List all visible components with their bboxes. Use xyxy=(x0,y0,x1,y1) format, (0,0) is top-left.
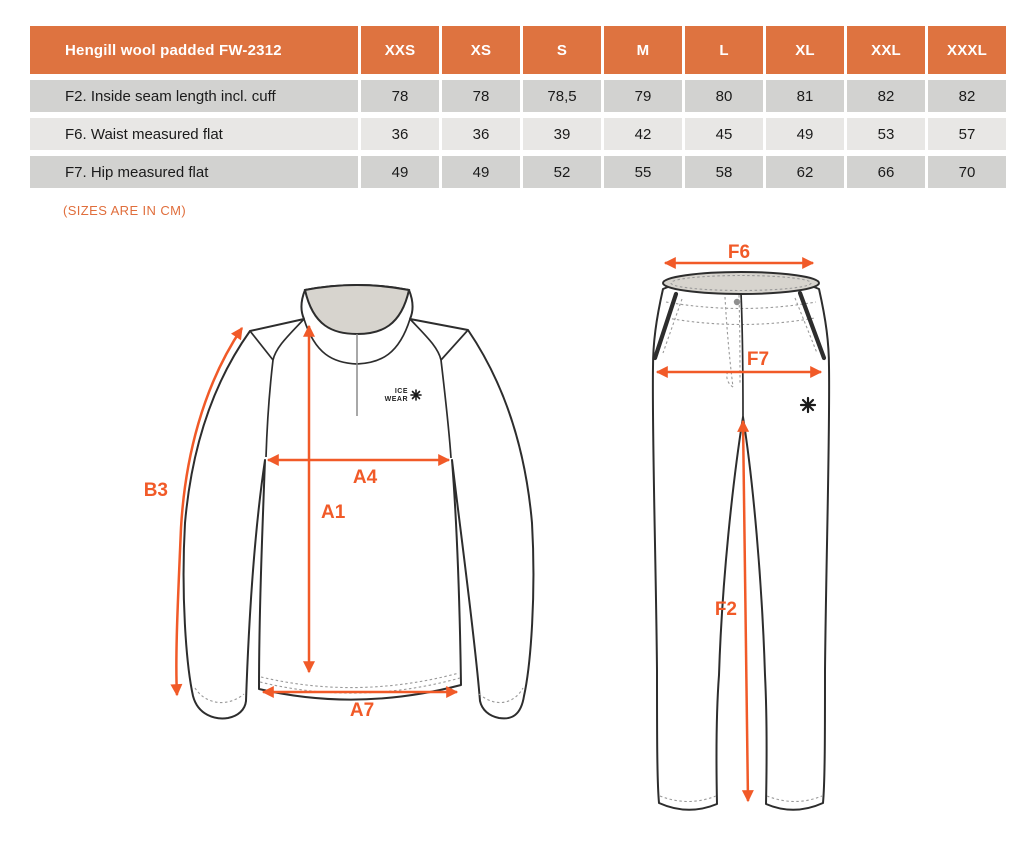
size-column-header: S xyxy=(523,26,601,74)
size-column-header: L xyxy=(685,26,763,74)
logo-text-line2: WEAR xyxy=(385,396,408,403)
size-table: Hengill wool padded FW-2312 XXS XS S M L… xyxy=(30,26,1006,188)
measurement-value: 80 xyxy=(685,80,763,112)
snowflake-icon xyxy=(799,396,817,414)
sweater-outline xyxy=(182,284,535,720)
measurement-label-a4: A4 xyxy=(353,467,378,488)
waist-opening-stitch xyxy=(670,274,812,292)
measurement-value: 79 xyxy=(604,80,682,112)
measurement-value: 66 xyxy=(847,156,925,188)
stitch-lines xyxy=(194,672,524,704)
logo-text-line1: ICE xyxy=(395,388,408,395)
measurement-value: 82 xyxy=(847,80,925,112)
measurement-value: 45 xyxy=(685,118,763,150)
size-column-header: XL xyxy=(766,26,844,74)
center-front-seam xyxy=(740,292,744,418)
measurement-value: 82 xyxy=(928,80,1006,112)
measurement-value: 78,5 xyxy=(523,80,601,112)
measurement-value: 57 xyxy=(928,118,1006,150)
measurement-label-f2: F2 xyxy=(715,599,737,620)
measurement-value: 55 xyxy=(604,156,682,188)
brand-logo: ICE WEAR xyxy=(385,388,422,403)
measurement-value: 36 xyxy=(442,118,520,150)
leg-hem-stitches xyxy=(659,795,823,803)
measurement-value: 81 xyxy=(766,80,844,112)
sizes-unit-note: (SIZES ARE IN CM) xyxy=(63,203,187,218)
measurement-value: 49 xyxy=(361,156,439,188)
raglan-seams xyxy=(249,318,469,459)
measurement-label-a7: A7 xyxy=(350,700,374,721)
measurement-value: 52 xyxy=(523,156,601,188)
measurement-value: 36 xyxy=(361,118,439,150)
collar-opening xyxy=(303,284,411,336)
size-column-header: M xyxy=(604,26,682,74)
size-column-header: XXS xyxy=(361,26,439,74)
measurement-value: 42 xyxy=(604,118,682,150)
product-title: Hengill wool padded FW-2312 xyxy=(30,26,358,74)
measurement-value: 49 xyxy=(442,156,520,188)
sweater-diagram: ICE WEAR B3 A4 A1 A7 xyxy=(144,284,535,721)
size-column-header: XS xyxy=(442,26,520,74)
measurement-label-a1: A1 xyxy=(321,502,346,523)
measurement-value: 78 xyxy=(361,80,439,112)
measurement-value: 62 xyxy=(766,156,844,188)
measurement-arrow-b3 xyxy=(170,327,244,697)
pants-diagram: F6 F7 F2 xyxy=(651,242,831,811)
measurement-value: 78 xyxy=(442,80,520,112)
size-column-header: XXXL xyxy=(928,26,1006,74)
pants-outline xyxy=(651,275,831,811)
measurement-label-f7: F7 xyxy=(747,349,769,370)
measurement-arrow-f2 xyxy=(737,419,754,803)
measurement-row-label: F2. Inside seam length incl. cuff xyxy=(30,80,358,112)
measurement-label-f6: F6 xyxy=(728,242,750,263)
pocket-openings xyxy=(652,290,827,361)
snowflake-icon xyxy=(410,389,422,401)
measurement-value: 70 xyxy=(928,156,1006,188)
measurement-value: 49 xyxy=(766,118,844,150)
measurement-value: 58 xyxy=(685,156,763,188)
measurement-value: 39 xyxy=(523,118,601,150)
measurement-label-b3: B3 xyxy=(144,480,168,501)
measurement-row-label: F6. Waist measured flat xyxy=(30,118,358,150)
measurement-row-label: F7. Hip measured flat xyxy=(30,156,358,188)
size-column-header: XXL xyxy=(847,26,925,74)
measurement-value: 53 xyxy=(847,118,925,150)
